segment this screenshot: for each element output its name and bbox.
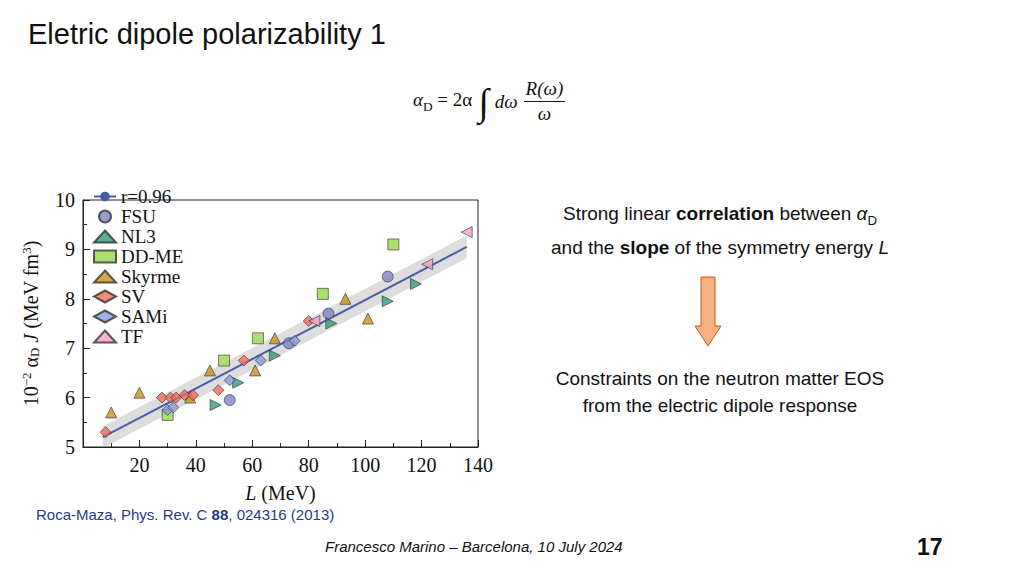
svg-text:6: 6 xyxy=(65,387,75,409)
svg-text:7: 7 xyxy=(65,337,75,359)
svg-text:TF: TF xyxy=(121,326,143,347)
svg-text:120: 120 xyxy=(407,454,437,476)
html-text:and the slope of the symmetry: and the slope of the symmetry energy L xyxy=(551,236,889,258)
svg-text:10: 10 xyxy=(20,386,42,406)
svg-text:80: 80 xyxy=(299,454,319,476)
html-text:Constraints on the neutron mat: Constraints on the neutron matter EOS xyxy=(555,368,885,389)
html-text:ω: ω xyxy=(537,103,552,124)
html-text:R(ω): R(ω) xyxy=(525,78,564,99)
svg-text:3: 3 xyxy=(19,247,34,254)
svg-text:140: 140 xyxy=(463,454,493,476)
svg-text:40: 40 xyxy=(186,454,206,476)
html-text:17: 17 xyxy=(917,534,943,560)
html-text:Francesco Marino – Barcelona,: Francesco Marino – Barcelona, 10 July 20… xyxy=(325,538,623,555)
svg-text:60: 60 xyxy=(242,454,262,476)
svg-text:100: 100 xyxy=(350,454,380,476)
svg-text:SAMi: SAMi xyxy=(121,306,167,327)
html-text:from the electric dipole respo: from the electric dipole response xyxy=(582,395,858,416)
svg-text:10: 10 xyxy=(55,189,75,211)
svg-text:20: 20 xyxy=(129,454,149,476)
html-text:Eletric dipole polarizability: Eletric dipole polarizability 1 xyxy=(28,18,386,50)
html-text:Roca-Maza, Phys. Rev. C 88, 02: Roca-Maza, Phys. Rev. C 88, 024316 (2013… xyxy=(36,506,335,523)
svg-text:SV: SV xyxy=(121,286,146,307)
svg-text:FSU: FSU xyxy=(121,206,156,227)
svg-text:J: J xyxy=(19,333,42,343)
svg-text:DD-ME: DD-ME xyxy=(121,246,183,267)
svg-text:9: 9 xyxy=(65,238,75,260)
svg-text:(MeV fm: (MeV fm xyxy=(20,254,43,334)
svg-text:D: D xyxy=(27,348,42,357)
svg-text:8: 8 xyxy=(65,288,75,310)
svg-text:NL3: NL3 xyxy=(121,226,156,247)
svg-text:5: 5 xyxy=(65,436,75,458)
svg-text:Skyrme: Skyrme xyxy=(121,266,180,287)
svg-text:−2: −2 xyxy=(19,373,34,387)
svg-text:r=0.96: r=0.96 xyxy=(121,186,171,207)
svg-text:α: α xyxy=(20,357,42,373)
svg-text:L: L xyxy=(244,482,256,504)
html-text:αD= 2α∫dω: αD= 2α∫dω xyxy=(413,80,518,123)
html-text:Strong linear correlation betw: Strong linear correlation between αD xyxy=(563,203,877,228)
svg-text:(MeV): (MeV) xyxy=(256,482,315,505)
svg-text:): ) xyxy=(20,241,43,248)
